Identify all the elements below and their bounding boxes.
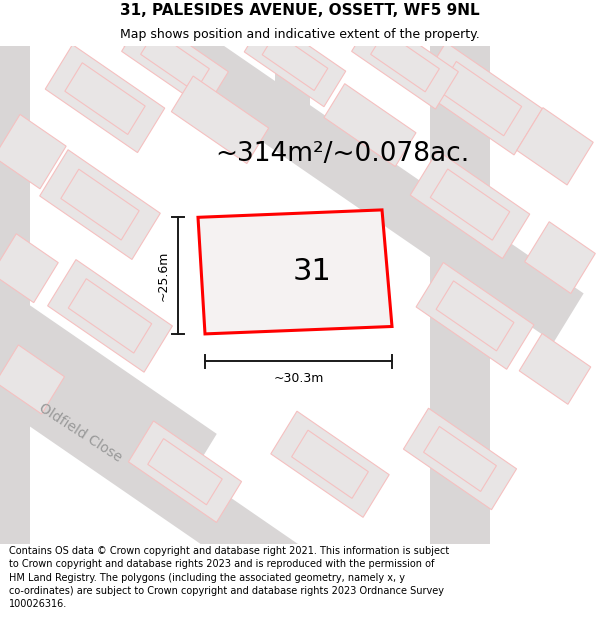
Text: ~30.3m: ~30.3m bbox=[274, 372, 323, 385]
Polygon shape bbox=[45, 44, 165, 152]
Polygon shape bbox=[68, 279, 152, 353]
Polygon shape bbox=[198, 210, 392, 334]
Polygon shape bbox=[418, 42, 542, 155]
Polygon shape bbox=[371, 31, 439, 92]
Polygon shape bbox=[0, 0, 30, 565]
Polygon shape bbox=[65, 62, 145, 134]
Polygon shape bbox=[122, 14, 229, 109]
Polygon shape bbox=[424, 426, 496, 491]
Polygon shape bbox=[47, 259, 172, 372]
Polygon shape bbox=[436, 281, 514, 351]
Polygon shape bbox=[262, 32, 328, 91]
Text: Oldfield Close: Oldfield Close bbox=[36, 401, 124, 464]
Polygon shape bbox=[439, 61, 521, 136]
Polygon shape bbox=[410, 151, 530, 259]
Polygon shape bbox=[140, 31, 209, 92]
Polygon shape bbox=[25, 0, 584, 342]
Polygon shape bbox=[403, 408, 517, 510]
Polygon shape bbox=[430, 0, 490, 565]
Polygon shape bbox=[128, 421, 242, 522]
Polygon shape bbox=[275, 46, 310, 141]
Polygon shape bbox=[352, 14, 458, 109]
Polygon shape bbox=[524, 222, 595, 294]
Text: Contains OS data © Crown copyright and database right 2021. This information is : Contains OS data © Crown copyright and d… bbox=[9, 546, 449, 609]
Polygon shape bbox=[519, 334, 591, 404]
Polygon shape bbox=[40, 150, 160, 259]
Polygon shape bbox=[148, 439, 222, 505]
Polygon shape bbox=[271, 411, 389, 518]
Text: Map shows position and indicative extent of the property.: Map shows position and indicative extent… bbox=[120, 28, 480, 41]
Polygon shape bbox=[416, 262, 534, 369]
Polygon shape bbox=[324, 84, 416, 166]
Text: ~25.6m: ~25.6m bbox=[157, 251, 170, 301]
Polygon shape bbox=[10, 366, 400, 625]
Polygon shape bbox=[0, 76, 217, 482]
Polygon shape bbox=[0, 234, 58, 302]
Polygon shape bbox=[61, 169, 139, 240]
Polygon shape bbox=[517, 107, 593, 185]
Polygon shape bbox=[430, 169, 510, 240]
Polygon shape bbox=[292, 430, 368, 498]
Polygon shape bbox=[0, 114, 66, 189]
Text: 31, PALESIDES AVENUE, OSSETT, WF5 9NL: 31, PALESIDES AVENUE, OSSETT, WF5 9NL bbox=[120, 2, 480, 18]
Text: 31: 31 bbox=[293, 258, 332, 286]
Polygon shape bbox=[0, 345, 65, 414]
Text: ~314m²/~0.078ac.: ~314m²/~0.078ac. bbox=[215, 141, 469, 167]
Polygon shape bbox=[172, 76, 269, 164]
Polygon shape bbox=[244, 16, 346, 107]
